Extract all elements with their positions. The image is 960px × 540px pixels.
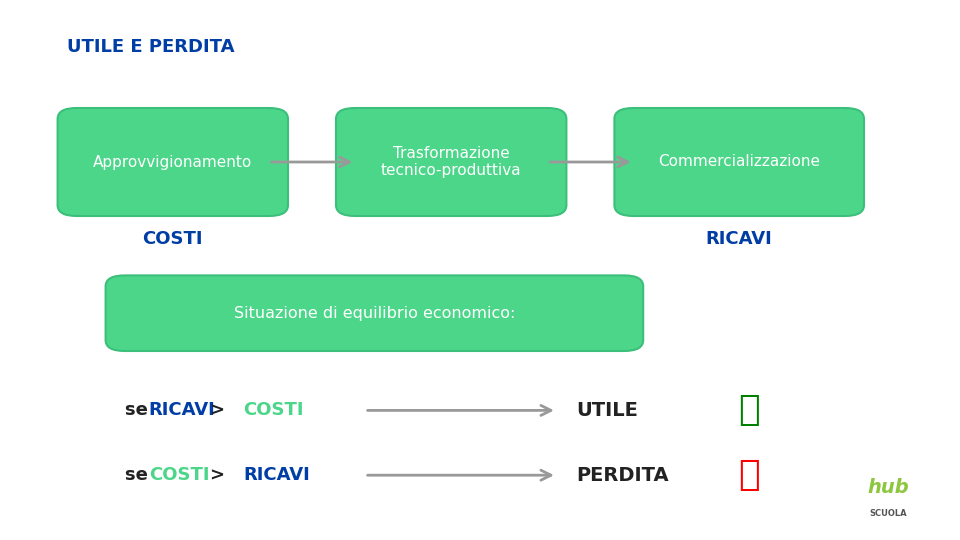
Text: >: > bbox=[209, 466, 225, 484]
Text: Commercializzazione: Commercializzazione bbox=[659, 154, 820, 170]
Text: PERDITA: PERDITA bbox=[576, 465, 668, 485]
Text: UTILE E PERDITA: UTILE E PERDITA bbox=[67, 38, 234, 56]
FancyBboxPatch shape bbox=[614, 108, 864, 216]
Text: se: se bbox=[125, 466, 154, 484]
Text: SCUOLA: SCUOLA bbox=[869, 509, 907, 518]
Text: COSTI: COSTI bbox=[149, 466, 209, 484]
Text: Situazione di equilibrio economico:: Situazione di equilibrio economico: bbox=[233, 306, 516, 321]
Text: 👎: 👎 bbox=[738, 458, 759, 492]
Text: Trasformazione
tecnico-produttiva: Trasformazione tecnico-produttiva bbox=[381, 146, 521, 178]
Text: >: > bbox=[209, 401, 225, 420]
Text: se: se bbox=[125, 401, 154, 420]
FancyBboxPatch shape bbox=[58, 108, 288, 216]
Text: UTILE: UTILE bbox=[576, 401, 637, 420]
Text: 👍: 👍 bbox=[738, 394, 759, 427]
FancyBboxPatch shape bbox=[106, 275, 643, 351]
Text: hub: hub bbox=[867, 478, 909, 497]
Text: COSTI: COSTI bbox=[142, 230, 204, 247]
FancyBboxPatch shape bbox=[336, 108, 566, 216]
Text: RICAVI: RICAVI bbox=[706, 230, 773, 247]
Text: Approvvigionamento: Approvvigionamento bbox=[93, 154, 252, 170]
Text: COSTI: COSTI bbox=[243, 401, 303, 420]
Text: RICAVI: RICAVI bbox=[149, 401, 216, 420]
Text: RICAVI: RICAVI bbox=[243, 466, 310, 484]
